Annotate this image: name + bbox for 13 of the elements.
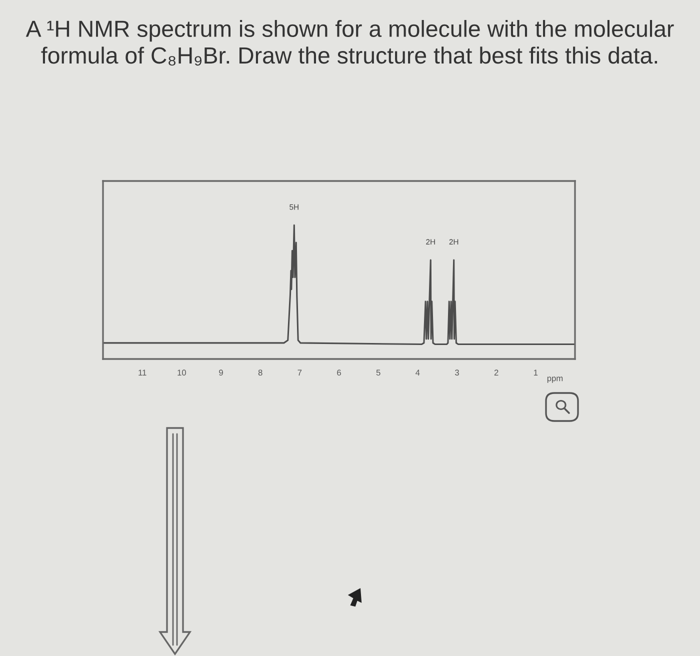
x-tick-label: 4 [416,370,420,376]
x-tick-label: 1 [534,370,538,376]
x-axis-title: ppm [547,376,563,383]
chart-title: A ¹H NMR spectrum is shown for a molecule with the molecular formula of C₈H₉Br. Draw the structure that best fits this data. [26,20,674,66]
x-tick-label: 8 [258,370,262,376]
x-tick-label: 9 [219,370,223,376]
x-tick-label: 7 [298,370,302,376]
x-tick-label: 3 [455,370,459,376]
x-tick-label: 2 [494,370,498,376]
x-tick-label: 11 [138,370,146,376]
x-tick-label: 10 [178,370,186,376]
x-tick-label: 5 [376,370,380,376]
x-tick-label: 6 [337,370,341,376]
